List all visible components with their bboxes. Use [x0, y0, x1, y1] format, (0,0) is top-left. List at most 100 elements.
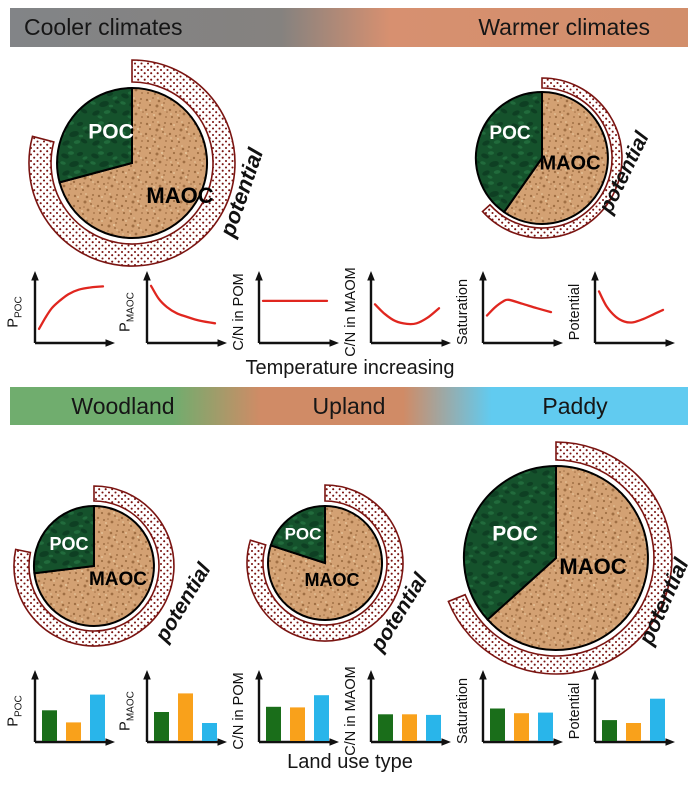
poc-label: POC	[49, 534, 88, 554]
poc-label: POC	[285, 524, 322, 543]
poc-slice	[462, 464, 557, 622]
bar-potential-2	[650, 698, 665, 741]
y-axis-label-saturation: Saturation	[455, 677, 471, 745]
bar-p-poc-2	[90, 694, 105, 741]
landuse-axis-caption: Land use type	[287, 751, 413, 773]
warmer-climates-label: Warmer climates	[478, 14, 650, 40]
y-axis-arrow	[479, 271, 487, 281]
climate-banner: Cooler climates Warmer climates	[10, 8, 688, 47]
maoc-slice	[58, 86, 208, 239]
bar-plot-potential	[591, 670, 675, 746]
poc-slice	[56, 86, 133, 184]
line-plot-saturation	[479, 271, 563, 347]
y-axis-arrow	[31, 670, 39, 680]
y-axis-label-p-poc: PPOC	[5, 296, 25, 328]
bar-chart-cn-pom: C/N in POM	[228, 668, 340, 754]
bar-chart-potential: Potential	[564, 668, 676, 754]
bar-cn-maom-2	[426, 714, 441, 741]
trend-curve-potential	[597, 290, 665, 324]
bar-cn-pom-2	[314, 695, 329, 741]
maoc-slice	[502, 90, 609, 225]
y-axis-arrow	[31, 271, 39, 281]
x-axis-arrow	[217, 738, 227, 746]
y-axis-label-p-maoc: PMAOC	[117, 292, 137, 332]
bar-cn-maom-0	[378, 714, 393, 741]
trend-curve-saturation	[485, 298, 553, 317]
y-axis-arrow	[143, 670, 151, 680]
potential-ring	[28, 59, 236, 267]
bar-p-maoc-2	[202, 723, 217, 741]
line-plot-p-maoc	[143, 271, 227, 347]
poc-label: POC	[88, 121, 134, 144]
bar-plot-cn-maom	[367, 670, 451, 746]
line-chart-cn-maom: C/N in MAOM	[340, 267, 452, 357]
line-chart-potential: Potential	[564, 269, 676, 355]
cooler-climates-label: Cooler climates	[24, 14, 183, 40]
bar-p-poc-1	[66, 722, 81, 741]
bar-p-maoc-1	[178, 693, 193, 741]
y-axis-label-cn-maom: C/N in MAOM	[343, 267, 359, 357]
bar-potential-0	[602, 720, 617, 741]
y-axis-label-cn-pom: C/N in POM	[231, 672, 247, 750]
line-chart-p-poc: PPOC	[4, 269, 116, 355]
bar-saturation-1	[514, 713, 529, 741]
line-plot-potential	[591, 271, 675, 347]
y-axis-arrow	[255, 271, 263, 281]
x-axis-arrow	[665, 339, 675, 347]
bar-chart-p-maoc: PMAOC	[116, 668, 228, 754]
y-axis-label-saturation: Saturation	[455, 278, 471, 346]
bar-p-poc-0	[42, 710, 57, 741]
bar-cn-maom-1	[402, 714, 417, 741]
line-chart-saturation: Saturation	[452, 269, 564, 355]
y-axis-label-p-maoc: PMAOC	[117, 691, 137, 731]
trend-curve-cn-maom	[373, 303, 441, 326]
maoc-label: MAOC	[146, 183, 213, 208]
y-axis-arrow	[255, 670, 263, 680]
trend-curve-p-poc	[37, 285, 105, 331]
x-axis-arrow	[105, 738, 115, 746]
bar-saturation-2	[538, 712, 553, 741]
maoc-label: MAOC	[305, 570, 360, 590]
bar-chart-p-poc: PPOC	[4, 668, 116, 754]
bar-saturation-0	[490, 708, 505, 741]
landuse-response-charts: PPOC PMAOC C/N in POM C/N in MAOM Saturation…	[4, 666, 692, 756]
y-axis-label-cn-pom: C/N in POM	[231, 273, 247, 351]
maoc-slice	[486, 464, 649, 651]
bar-chart-saturation: Saturation	[452, 668, 564, 754]
maoc-label: MAOC	[89, 569, 147, 590]
potential-ring	[246, 484, 404, 642]
line-plot-cn-maom	[367, 271, 451, 347]
poc-slice	[269, 504, 326, 565]
bar-cn-pom-1	[290, 707, 305, 741]
y-axis-arrow	[591, 670, 599, 680]
x-axis-arrow	[441, 738, 451, 746]
y-axis-label-potential: Potential	[567, 682, 583, 740]
bar-p-maoc-0	[154, 712, 169, 741]
bar-chart-cn-maom: C/N in MAOM	[340, 666, 452, 756]
temperature-axis-caption: Temperature increasing	[245, 357, 455, 379]
poc-slice	[32, 504, 95, 575]
bar-potential-1	[626, 723, 641, 741]
potential-ring	[481, 77, 623, 239]
potential-ring	[447, 441, 673, 675]
paddy-label: Paddy	[542, 392, 608, 419]
landuse-banner: Woodland Upland Paddy	[10, 387, 688, 425]
trend-curve-p-maoc	[149, 284, 217, 325]
bar-cn-pom-0	[266, 706, 281, 741]
maoc-slice	[267, 504, 383, 621]
x-axis-arrow	[329, 339, 339, 347]
y-axis-label-cn-maom: C/N in MAOM	[343, 666, 359, 756]
x-axis-arrow	[217, 339, 227, 347]
x-axis-arrow	[553, 339, 563, 347]
temperature-response-charts: PPOC PMAOC C/N in POM C/N in MAOM Saturation…	[4, 267, 692, 357]
line-chart-cn-pom: C/N in POM	[228, 269, 340, 355]
poc-slice	[474, 90, 543, 214]
y-axis-label-potential: Potential	[567, 283, 583, 341]
x-axis-arrow	[665, 738, 675, 746]
bar-plot-cn-pom	[255, 670, 339, 746]
